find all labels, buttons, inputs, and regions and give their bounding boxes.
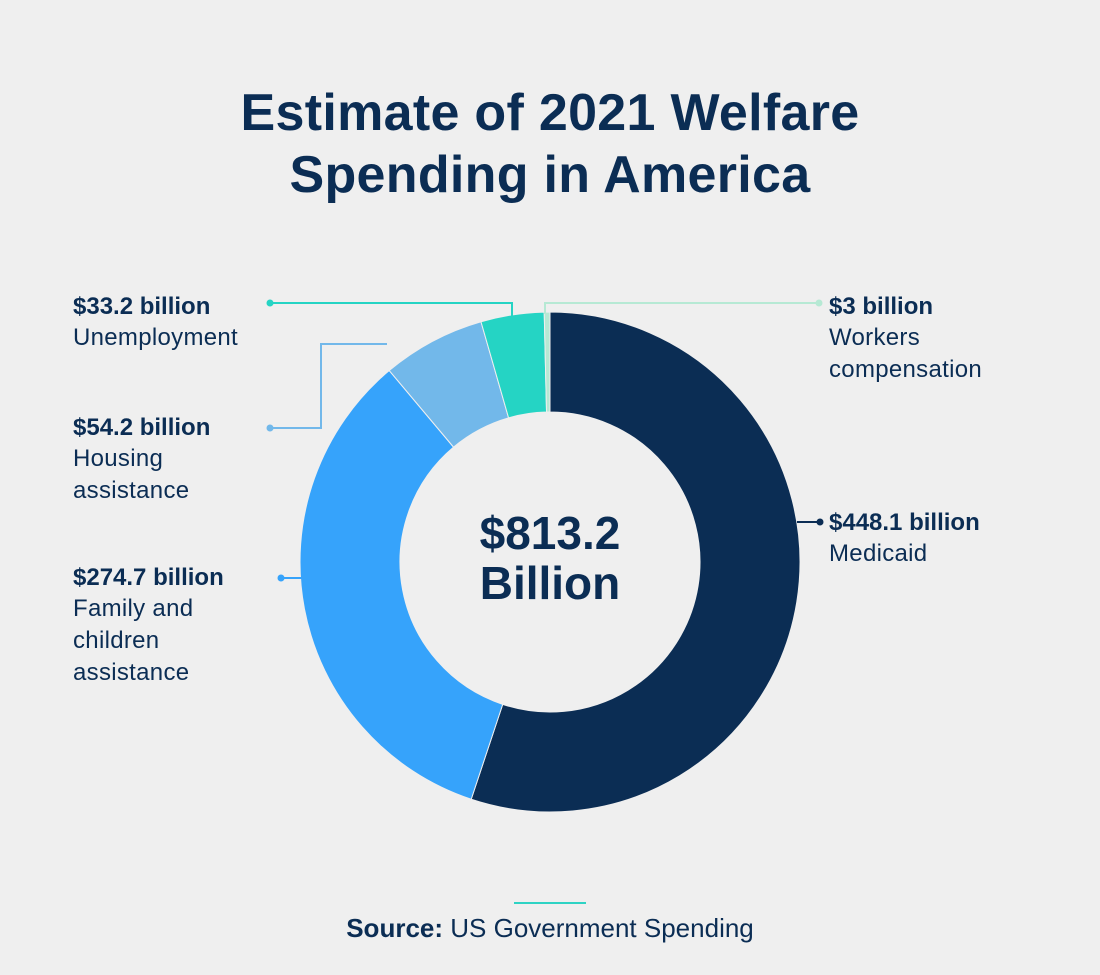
leader-lines xyxy=(266,299,824,582)
data-label-workers: $3 billion Workers compensation xyxy=(829,292,1059,386)
leader-dot-unemployment xyxy=(266,299,274,307)
data-label-name: Unemployment xyxy=(73,324,239,351)
chart-title-line-2: Spending in America xyxy=(289,146,811,204)
data-label-value: $54.2 billion xyxy=(73,414,211,441)
data-label-name: Housing xyxy=(73,445,164,472)
data-label-name: assistance xyxy=(73,477,190,504)
data-label-name: children xyxy=(73,627,160,654)
chart-title-line-1: Estimate of 2021 Welfare xyxy=(240,84,860,142)
data-label-name: Medicaid xyxy=(829,540,928,567)
donut-center-total: $813.2 Billion xyxy=(400,508,700,608)
data-label-value: $274.7 billion xyxy=(73,564,224,591)
leader-line-workers xyxy=(544,302,819,314)
data-label-name: assistance xyxy=(73,659,190,686)
data-label-value: $448.1 billion xyxy=(829,509,980,536)
data-label-name: Family and xyxy=(73,595,194,622)
donut-slice-family-and-children-assistance xyxy=(299,369,504,800)
data-label-unemployment: $33.2 billion Unemployment xyxy=(73,292,293,354)
source-prefix: Source: xyxy=(346,913,444,943)
data-label-name: Workers xyxy=(829,324,920,351)
leader-dot-medicaid xyxy=(816,518,824,526)
donut-slices xyxy=(299,311,801,813)
data-label-family: $274.7 billion Family and children assis… xyxy=(73,563,293,689)
leader-dot-housing xyxy=(266,424,274,432)
leader-dot-workers xyxy=(815,299,823,307)
donut-slice-medicaid xyxy=(470,311,801,813)
leader-line-housing xyxy=(270,343,387,429)
data-label-medicaid: $448.1 billion Medicaid xyxy=(829,508,1059,570)
data-label-name: compensation xyxy=(829,356,983,383)
data-label-housing: $54.2 billion Housing assistance xyxy=(73,413,293,507)
center-unit: Billion xyxy=(479,557,621,609)
leader-dot-family xyxy=(277,574,285,582)
source-note: Source: US Government Spending xyxy=(0,910,1100,946)
data-label-value: $3 billion xyxy=(829,293,934,320)
leader-line-unemployment xyxy=(270,302,513,318)
source-divider xyxy=(514,902,586,904)
source-text: US Government Spending xyxy=(443,913,754,943)
chart-title: Estimate of 2021 Welfare Spending in Ame… xyxy=(0,82,1100,206)
center-amount: $813.2 xyxy=(479,507,621,559)
data-label-value: $33.2 billion xyxy=(73,293,211,320)
donut-slice-workers-compensation xyxy=(543,311,551,413)
